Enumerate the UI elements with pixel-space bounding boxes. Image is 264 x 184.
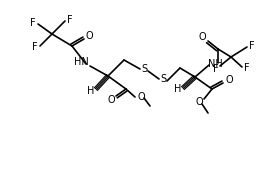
Text: O: O [198, 32, 206, 42]
Text: F: F [213, 64, 219, 74]
Text: F: F [30, 18, 36, 28]
Text: O: O [137, 92, 145, 102]
Text: H: H [174, 84, 182, 94]
Text: NH: NH [208, 59, 222, 69]
Text: F: F [67, 15, 73, 25]
Text: H: H [87, 86, 95, 96]
Text: O: O [107, 95, 115, 105]
Text: S: S [160, 74, 166, 84]
Text: F: F [32, 42, 38, 52]
Text: F: F [244, 63, 250, 73]
Text: S: S [141, 64, 147, 74]
Text: F: F [249, 41, 255, 51]
Text: O: O [225, 75, 233, 85]
Text: O: O [85, 31, 93, 41]
Text: HN: HN [74, 57, 88, 67]
Text: O: O [195, 97, 203, 107]
